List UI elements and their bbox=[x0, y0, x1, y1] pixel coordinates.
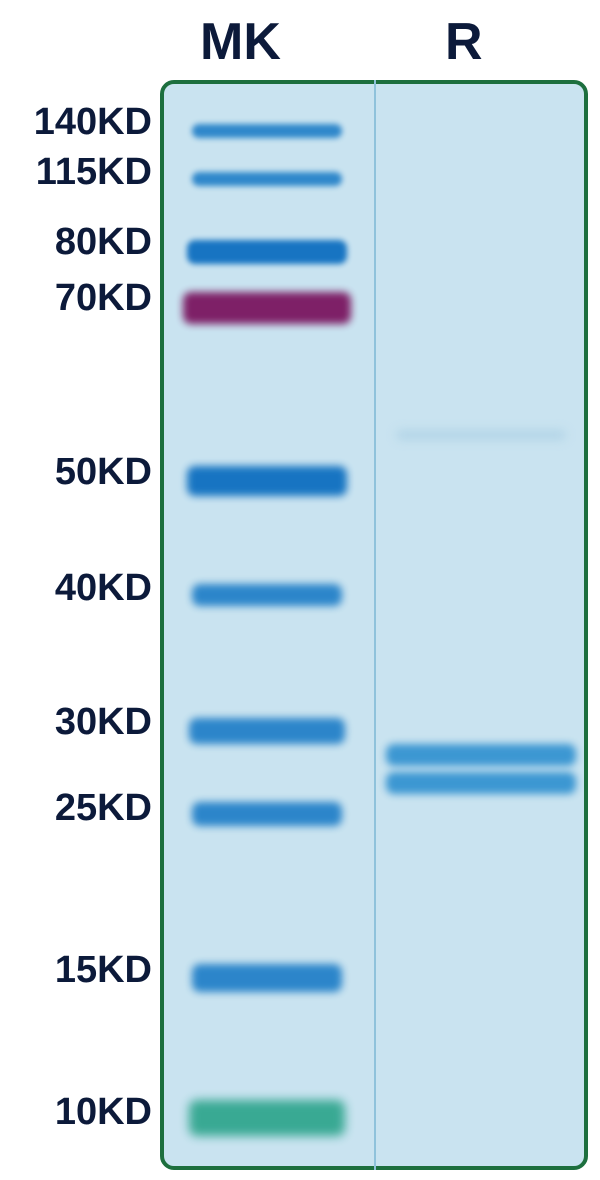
mw-label: 15KD bbox=[55, 949, 152, 992]
gel-band bbox=[192, 802, 342, 826]
gel-band bbox=[192, 172, 342, 186]
gel-figure: MK R 140KD 115KD 80KD 70KD 50KD 40KD 30KD 25KD 1… bbox=[0, 0, 600, 1180]
gel-band bbox=[386, 744, 576, 766]
gel-band bbox=[183, 292, 351, 324]
gel-band bbox=[192, 584, 342, 606]
mw-label: 30KD bbox=[55, 701, 152, 744]
gel-band bbox=[192, 964, 342, 992]
lane-header-r: R bbox=[445, 12, 483, 72]
gel-band bbox=[192, 124, 342, 138]
mw-label: 80KD bbox=[55, 221, 152, 264]
lane-header-mk: MK bbox=[200, 12, 281, 72]
gel-band bbox=[187, 240, 347, 264]
mw-label: 25KD bbox=[55, 787, 152, 830]
mw-label: 70KD bbox=[55, 277, 152, 320]
mw-label: 140KD bbox=[34, 101, 152, 144]
gel-band bbox=[189, 1100, 345, 1136]
mw-label: 50KD bbox=[55, 451, 152, 494]
gel-band bbox=[187, 466, 347, 496]
mw-label: 40KD bbox=[55, 567, 152, 610]
gel-band bbox=[189, 718, 345, 744]
mw-label: 10KD bbox=[55, 1091, 152, 1134]
gel-band bbox=[386, 772, 576, 794]
lane-divider bbox=[374, 80, 376, 1170]
mw-label: 115KD bbox=[36, 151, 152, 194]
gel-band bbox=[396, 430, 566, 440]
